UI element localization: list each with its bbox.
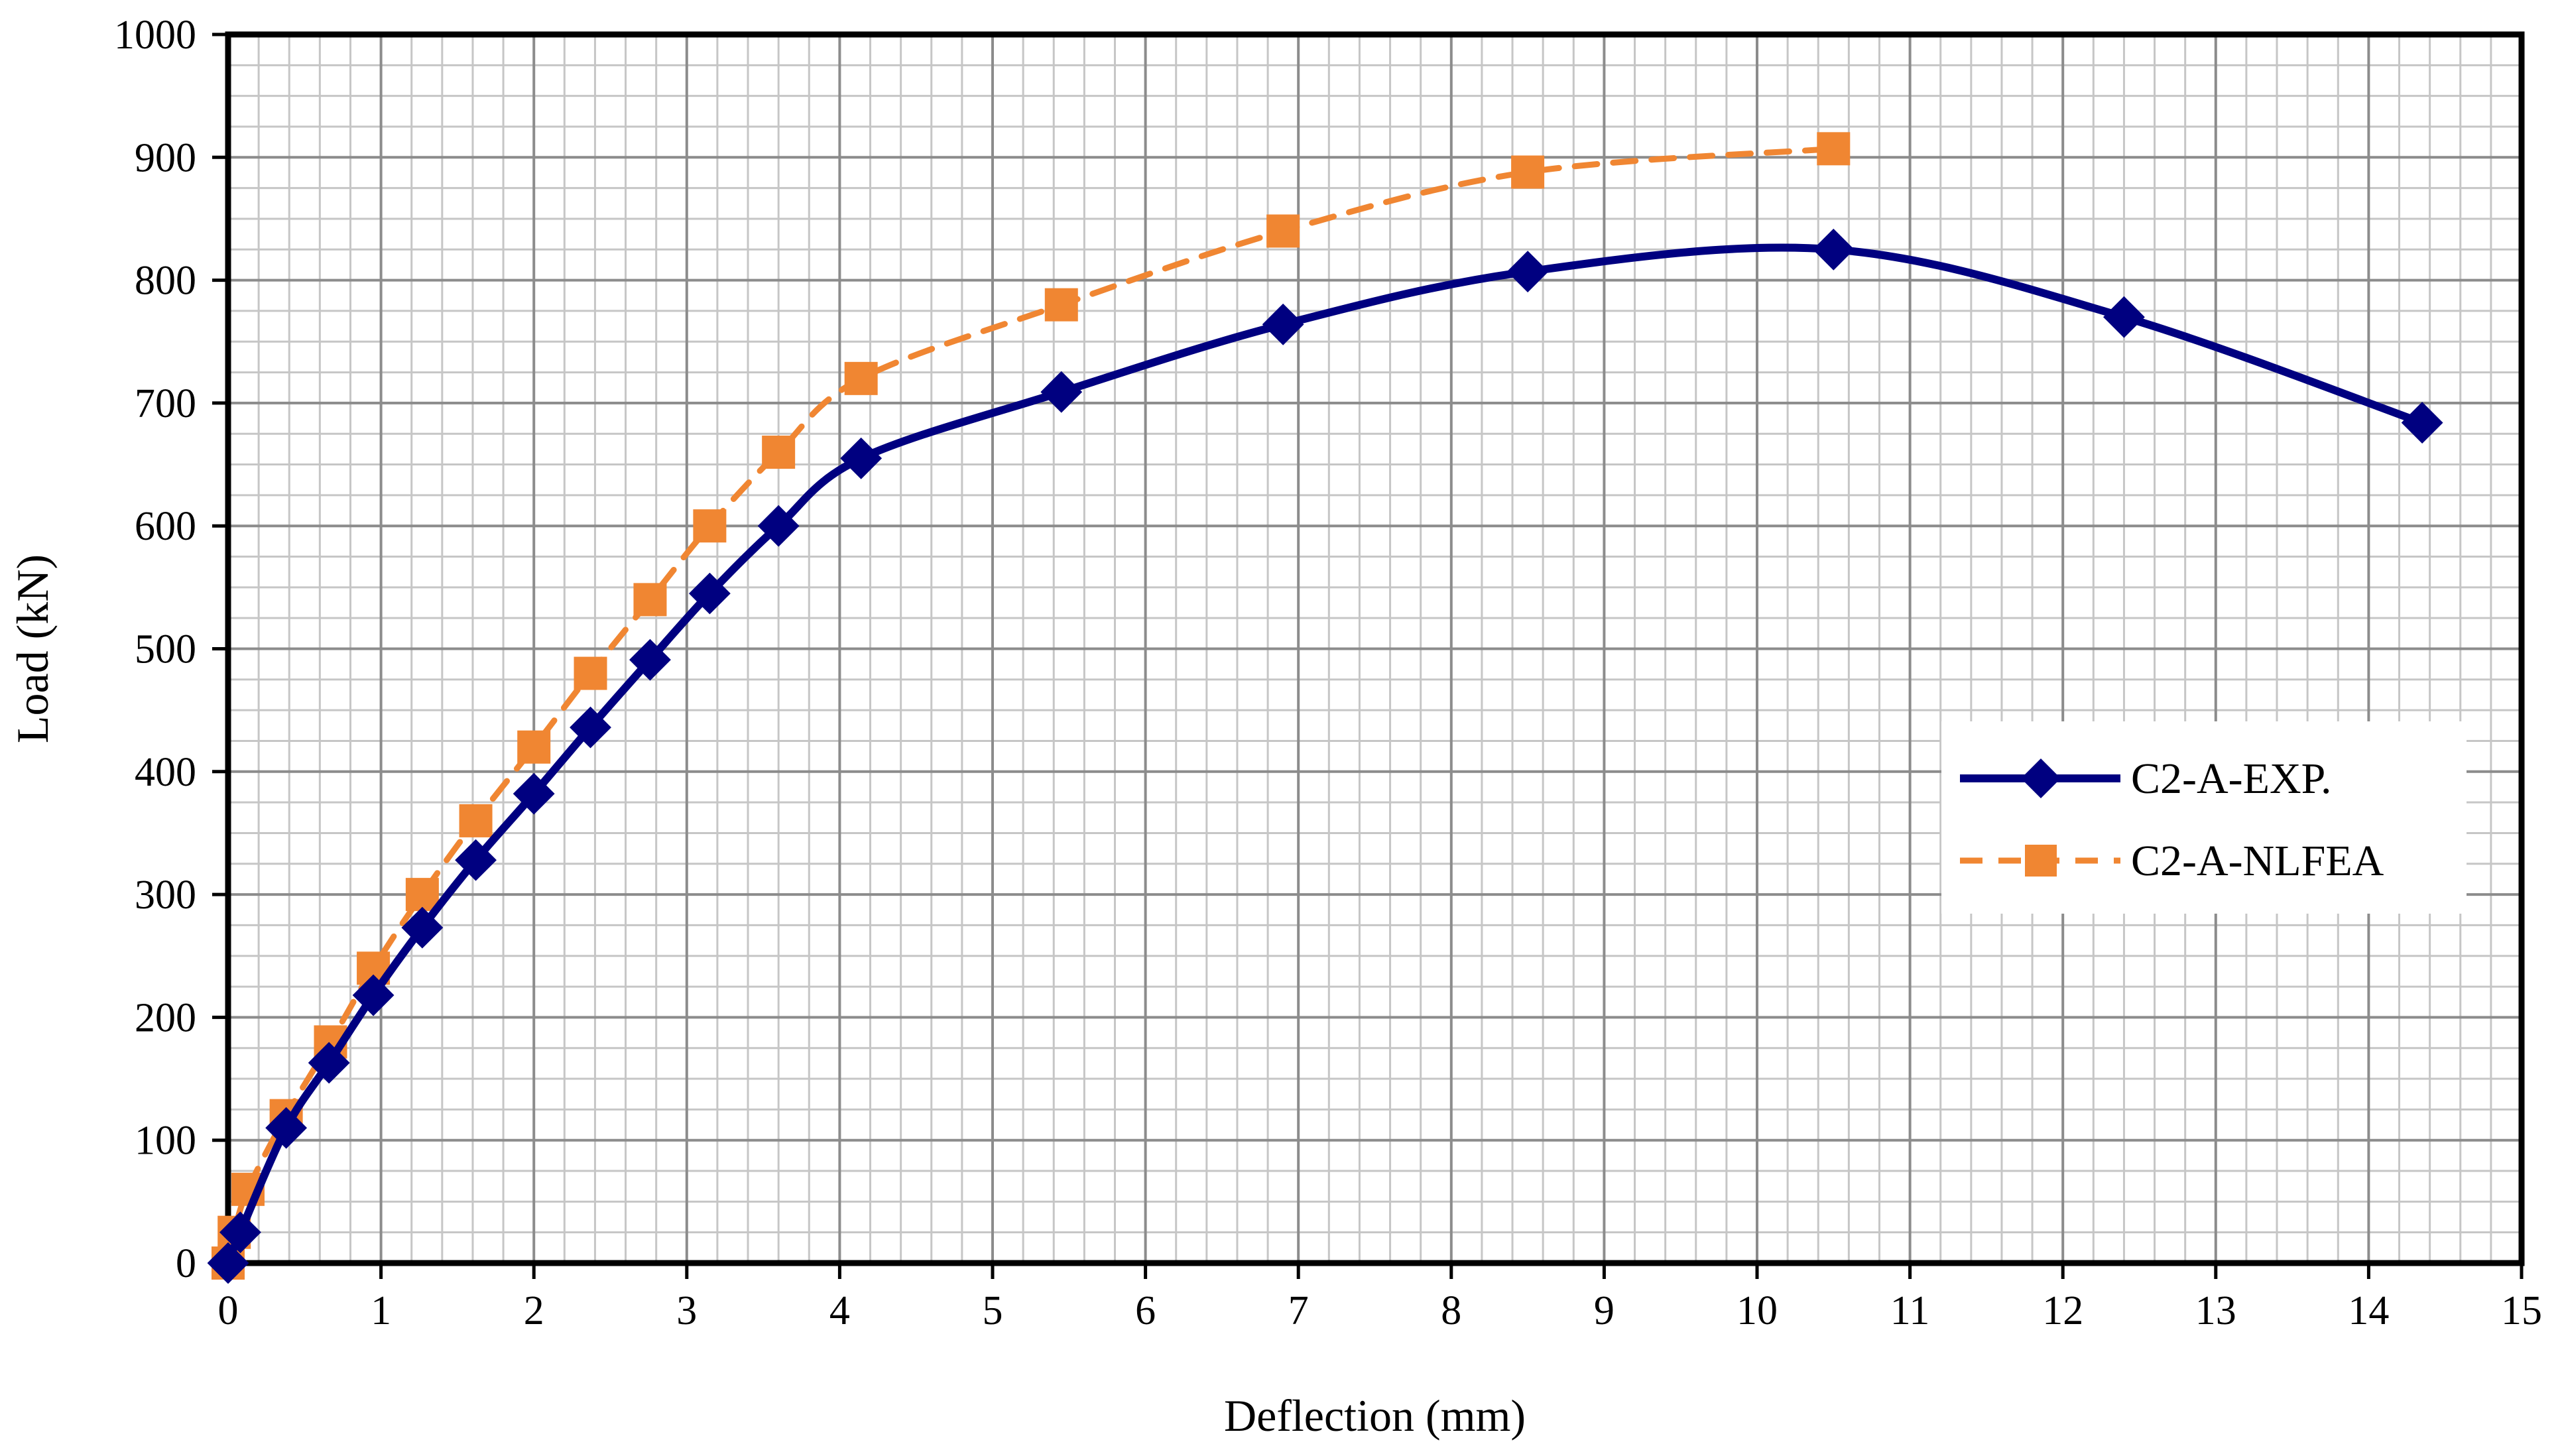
data-point-exp — [308, 1042, 350, 1084]
axis-layer — [212, 31, 2525, 1279]
data-point-nlfea — [762, 436, 796, 469]
x-axis-title: Deflection (mm) — [1224, 1390, 1526, 1441]
grid-layer — [228, 34, 2522, 1263]
x-tick-label: 5 — [983, 1288, 1003, 1333]
data-point-exp — [570, 706, 611, 749]
data-point-nlfea — [405, 878, 439, 912]
x-tick-label: 9 — [1594, 1288, 1615, 1333]
x-tick-label: 10 — [1737, 1288, 1778, 1333]
data-point-exp — [2103, 296, 2145, 338]
legend-label-exp: C2-A-EXP. — [2131, 755, 2332, 803]
data-point-exp — [352, 974, 395, 1016]
data-point-nlfea — [693, 509, 727, 543]
data-point-nlfea — [459, 804, 493, 837]
y-tick-label: 600 — [135, 504, 196, 549]
data-point-exp — [513, 772, 555, 815]
data-point-exp — [1262, 303, 1304, 345]
y-tick-label: 400 — [135, 750, 196, 795]
x-tick-label: 3 — [676, 1288, 697, 1333]
x-tick-label: 4 — [829, 1288, 850, 1333]
x-tick-label: 0 — [218, 1288, 239, 1333]
y-tick-label: 200 — [135, 995, 196, 1040]
data-point-nlfea — [574, 656, 607, 690]
y-tick-label: 800 — [135, 259, 196, 304]
x-tick-label: 6 — [1135, 1288, 1156, 1333]
y-axis-title: Load (kN) — [7, 554, 58, 743]
data-point-exp — [1040, 371, 1083, 413]
data-point-nlfea — [844, 361, 878, 395]
data-point-exp — [2401, 402, 2443, 444]
legend-item-exp: C2-A-EXP. — [1960, 755, 2332, 803]
x-tick-label: 12 — [2042, 1288, 2083, 1333]
x-tick-label: 14 — [2348, 1288, 2389, 1333]
tick-label-layer: 0 1 2 3 4 5 6 7 8 9 10 11 12 13 14 15010020030040050060… — [114, 13, 2542, 1333]
data-point-nlfea — [1044, 288, 1078, 322]
data-point-exp — [840, 437, 883, 479]
legend-diamond-marker — [2021, 758, 2061, 798]
data-point-nlfea — [1817, 132, 1851, 166]
data-point-exp — [1812, 228, 1855, 271]
x-tick-label: 8 — [1441, 1288, 1461, 1333]
y-tick-label: 900 — [135, 135, 196, 180]
x-tick-label: 15 — [2501, 1288, 2542, 1333]
x-tick-label: 1 — [371, 1288, 391, 1333]
legend-square-marker — [2025, 845, 2057, 877]
legend-item-nlfea: C2-A-NLFEA — [1960, 837, 2384, 885]
data-point-nlfea — [1266, 214, 1300, 248]
x-tick-label: 11 — [1890, 1288, 1930, 1333]
data-point-exp — [265, 1107, 308, 1149]
legend-box — [1941, 721, 2467, 914]
data-point-exp — [757, 505, 800, 547]
legend-label-nlfea: C2-A-NLFEA — [2131, 837, 2384, 885]
y-tick-label: 0 — [176, 1241, 196, 1286]
y-tick-label: 300 — [135, 873, 196, 918]
data-point-nlfea — [633, 583, 667, 617]
data-point-exp — [219, 1211, 261, 1254]
data-point-nlfea — [517, 730, 551, 764]
data-point-nlfea — [1511, 155, 1545, 189]
data-point-exp — [688, 572, 731, 615]
x-tick-label: 13 — [2195, 1288, 2236, 1333]
legend: C2-A-EXP. C2-A-NLFEA — [1941, 721, 2467, 914]
data-point-exp — [207, 1242, 249, 1284]
data-point-exp — [1506, 251, 1549, 293]
y-tick-label: 700 — [135, 381, 196, 426]
y-tick-label: 500 — [135, 627, 196, 672]
y-tick-label: 100 — [135, 1119, 196, 1164]
series-layer — [207, 132, 2443, 1284]
y-tick-label: 1000 — [114, 13, 196, 58]
x-tick-label: 7 — [1288, 1288, 1309, 1333]
data-point-exp — [401, 906, 444, 949]
x-tick-label: 2 — [524, 1288, 544, 1333]
data-point-exp — [629, 638, 671, 681]
data-point-exp — [455, 839, 497, 881]
